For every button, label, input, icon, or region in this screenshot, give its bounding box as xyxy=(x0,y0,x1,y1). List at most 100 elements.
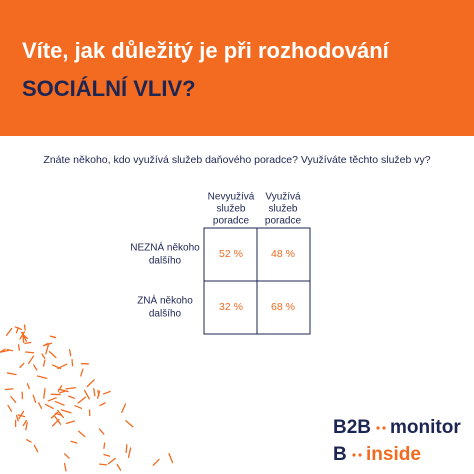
dash xyxy=(57,409,64,419)
dash xyxy=(152,458,160,466)
dash xyxy=(107,457,116,465)
row-label: dalšího xyxy=(149,309,182,320)
dash xyxy=(25,421,28,431)
dash xyxy=(41,353,46,359)
dash xyxy=(52,364,62,370)
logo-dot xyxy=(382,426,386,430)
dash xyxy=(57,385,63,392)
dash xyxy=(44,403,54,410)
dash xyxy=(78,430,86,438)
dash xyxy=(59,390,66,394)
dash xyxy=(33,444,39,453)
dash xyxy=(97,389,100,397)
dash xyxy=(33,364,38,371)
dash xyxy=(49,335,57,339)
logo-text: B xyxy=(333,444,347,465)
dash xyxy=(25,351,35,354)
dash xyxy=(98,428,105,435)
logo: B2B monitor B inside xyxy=(333,417,461,465)
dash xyxy=(125,420,134,428)
dash xyxy=(26,438,32,443)
dash xyxy=(60,409,72,414)
question: Znáte někoho, kdo využívá služeb daňovéh… xyxy=(43,154,430,166)
cell-value: 68 % xyxy=(271,301,295,313)
dash xyxy=(70,440,78,444)
column-header: služeb xyxy=(269,204,298,215)
dash xyxy=(58,388,69,393)
logo-dot xyxy=(352,453,356,457)
dash xyxy=(43,388,46,399)
dash xyxy=(4,388,14,391)
dash xyxy=(17,344,21,351)
dash xyxy=(22,419,28,427)
dash xyxy=(102,390,111,395)
cell-value: 32 % xyxy=(219,301,243,313)
dash xyxy=(24,341,32,344)
logo-text: inside xyxy=(366,444,421,465)
dash xyxy=(116,463,122,471)
dash xyxy=(42,342,49,347)
dash xyxy=(86,379,95,388)
dash xyxy=(80,368,84,377)
dash xyxy=(99,402,106,407)
column-header: služeb xyxy=(217,204,246,215)
dash xyxy=(93,387,96,397)
dash xyxy=(64,453,70,459)
column-header: Využívá xyxy=(265,192,301,203)
dash xyxy=(15,414,19,422)
column-header: poradce xyxy=(213,216,250,227)
dash xyxy=(19,331,26,340)
header-band xyxy=(0,0,474,136)
dash xyxy=(18,410,25,420)
dash xyxy=(36,375,48,380)
cell-value: 48 % xyxy=(271,248,295,260)
dash xyxy=(83,389,90,400)
dash xyxy=(121,403,127,414)
dash xyxy=(74,405,83,409)
dash xyxy=(10,395,17,404)
dash xyxy=(32,394,37,404)
dash xyxy=(103,442,106,449)
dash xyxy=(54,400,65,406)
dash xyxy=(21,331,27,342)
dash xyxy=(6,348,14,352)
dash xyxy=(14,326,23,331)
logo-dot xyxy=(358,453,362,457)
row-label: ZNÁ někoho xyxy=(137,294,193,307)
dash xyxy=(45,343,50,355)
dash xyxy=(98,463,108,466)
dash xyxy=(71,358,74,367)
logo-text: monitor xyxy=(390,417,461,438)
dash xyxy=(77,396,87,404)
dash xyxy=(54,415,62,425)
decoration xyxy=(0,324,174,472)
column-header: poradce xyxy=(265,216,302,227)
table: NevyužíváslužebporadceVyužíváslužebporad… xyxy=(130,192,301,320)
dash xyxy=(37,402,43,409)
dash xyxy=(23,324,26,331)
dash xyxy=(63,462,67,472)
dash xyxy=(47,397,57,402)
dash xyxy=(6,372,17,376)
dash xyxy=(103,453,111,457)
dash xyxy=(0,348,6,353)
dash xyxy=(5,327,13,336)
column-header: Nevyužívá xyxy=(208,192,255,203)
dash xyxy=(48,351,57,359)
table-grid xyxy=(203,227,311,335)
dash xyxy=(65,387,76,390)
dash xyxy=(19,362,25,369)
dash xyxy=(26,383,30,390)
row-label: NEZNÁ někoho xyxy=(130,241,200,254)
dash xyxy=(168,452,174,464)
logo-text: B2B xyxy=(333,417,371,438)
dash xyxy=(54,412,62,416)
dash xyxy=(125,444,128,454)
dash xyxy=(28,355,35,365)
cell-value: 52 % xyxy=(219,248,243,260)
dash xyxy=(68,395,76,399)
dash xyxy=(7,404,13,412)
logo-dot xyxy=(376,426,380,430)
